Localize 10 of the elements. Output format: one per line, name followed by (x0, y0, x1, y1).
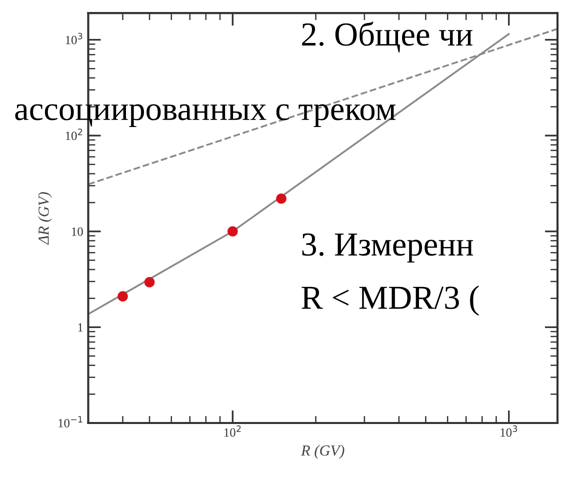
y-tick-label: 1 (78, 323, 83, 332)
y-tick-label: 10$^{3}$ (66, 32, 82, 44)
annotation: 2. Общее чи (302, 22, 472, 52)
annotation: 3. Измеренн (302, 233, 474, 263)
x-axis-title: R (GV) (300, 444, 344, 459)
y-axis-title: ΔR (GV) (38, 192, 52, 245)
annotation: R < MDR/3 ( (302, 286, 479, 316)
y-tick-label: 10$^{−1}$ (58, 416, 82, 428)
y-tick-label: 10$^{2}$ (66, 128, 82, 140)
y-tick-label: 10 (72, 227, 83, 236)
